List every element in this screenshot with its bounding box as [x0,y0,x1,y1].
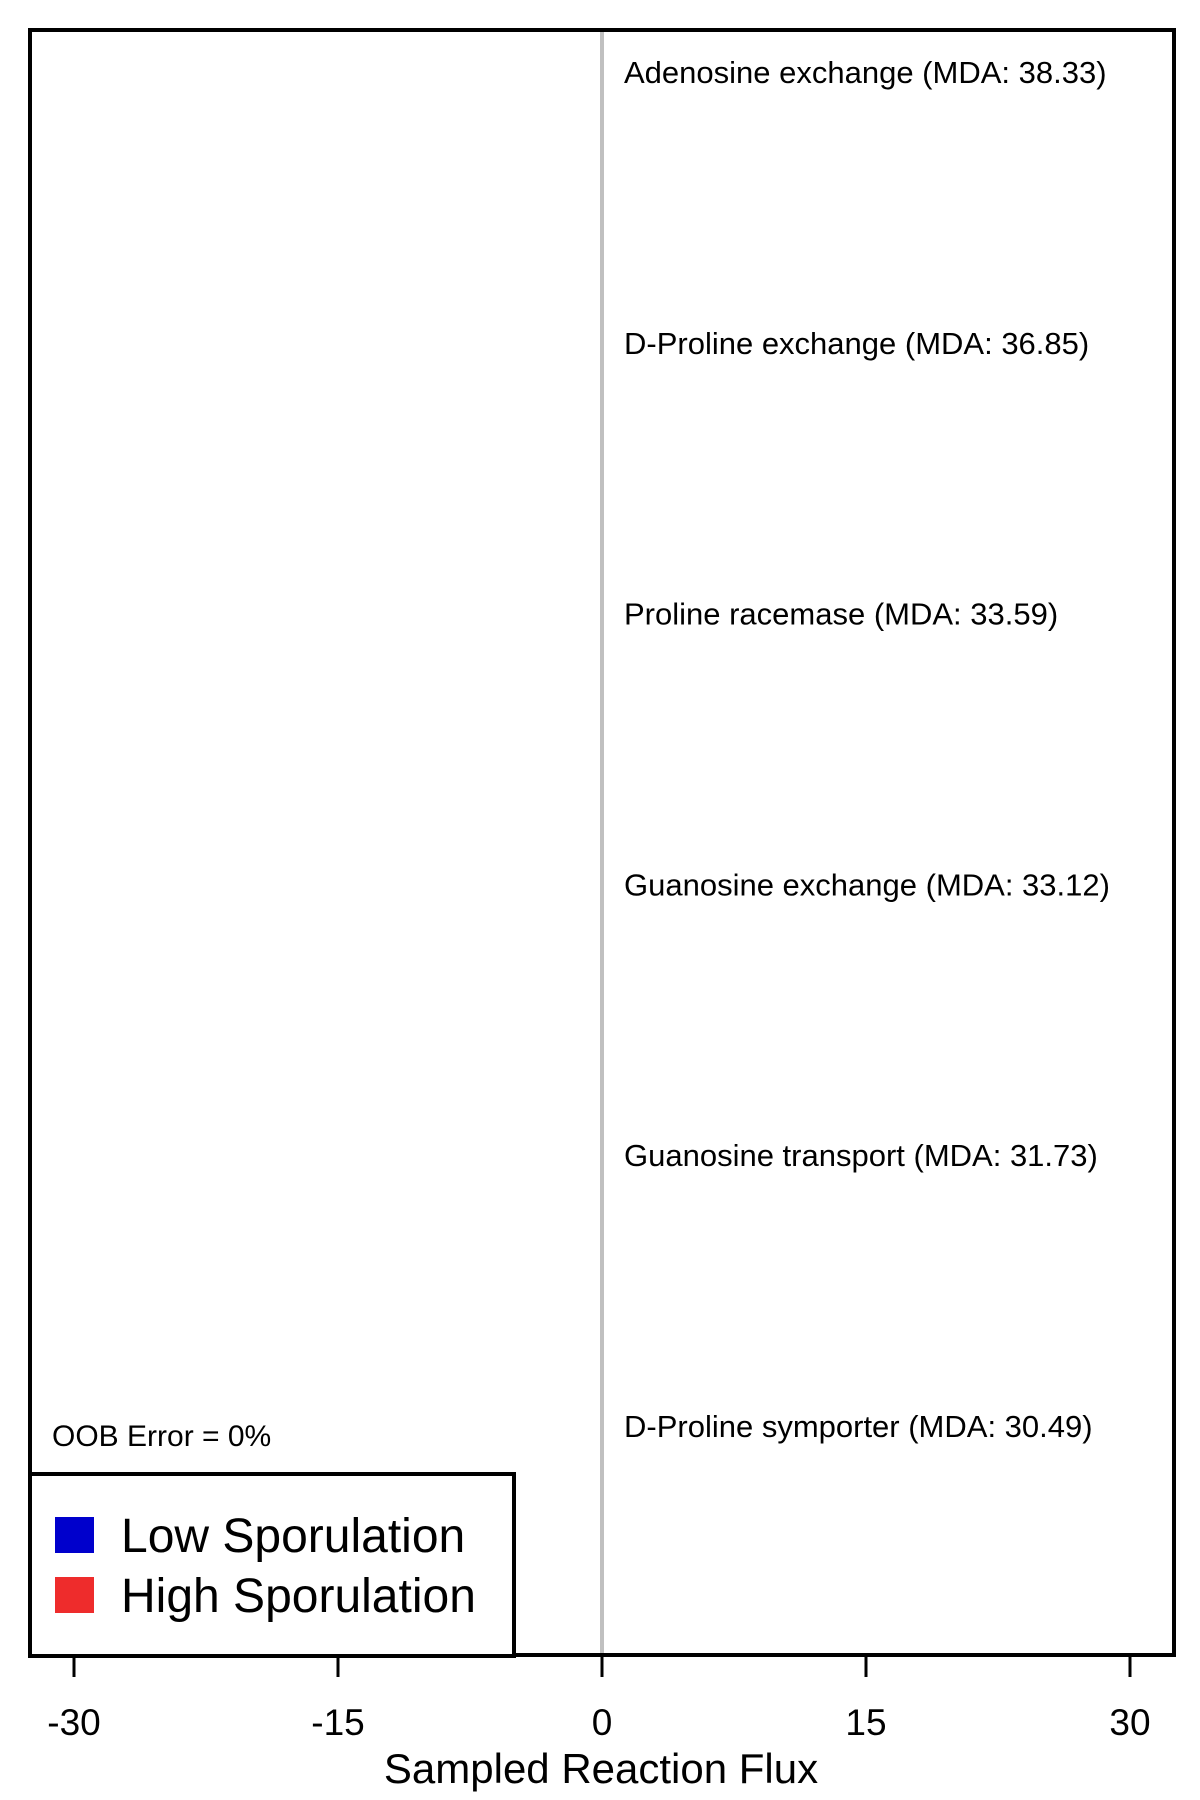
legend-swatch-high-sporulation [55,1577,94,1613]
reaction-label: Proline racemase (MDA: 33.59) [624,597,1058,632]
legend: Low Sporulation High Sporulation [28,1472,516,1658]
x-tick-label: 15 [845,1702,886,1743]
legend-swatch-low-sporulation [55,1517,94,1553]
x-tick-label: 30 [1109,1702,1150,1743]
legend-label-high-sporulation: High Sporulation [121,1570,476,1623]
reaction-label: Adenosine exchange (MDA: 38.33) [624,55,1107,90]
reaction-labels: Adenosine exchange (MDA: 38.33) D-Proline… [624,55,1110,1444]
x-axis-title: Sampled Reaction Flux [384,1745,818,1792]
x-tick-label: -30 [47,1702,100,1743]
reaction-label: Guanosine transport (MDA: 31.73) [624,1138,1098,1173]
reaction-label: Guanosine exchange (MDA: 33.12) [624,867,1110,902]
x-tick-label: -15 [311,1702,364,1743]
plot-area [28,28,1176,1657]
x-axis: -30 -15 0 15 30 [47,1655,1151,1743]
oob-error-annotation: OOB Error = 0% [52,1420,271,1453]
reaction-label: D-Proline symporter (MDA: 30.49) [624,1409,1093,1444]
legend-label-low-sporulation: Low Sporulation [121,1510,465,1563]
x-tick-label: 0 [592,1702,613,1743]
legend-box [28,1472,516,1658]
reaction-label: D-Proline exchange (MDA: 36.85) [624,326,1089,361]
